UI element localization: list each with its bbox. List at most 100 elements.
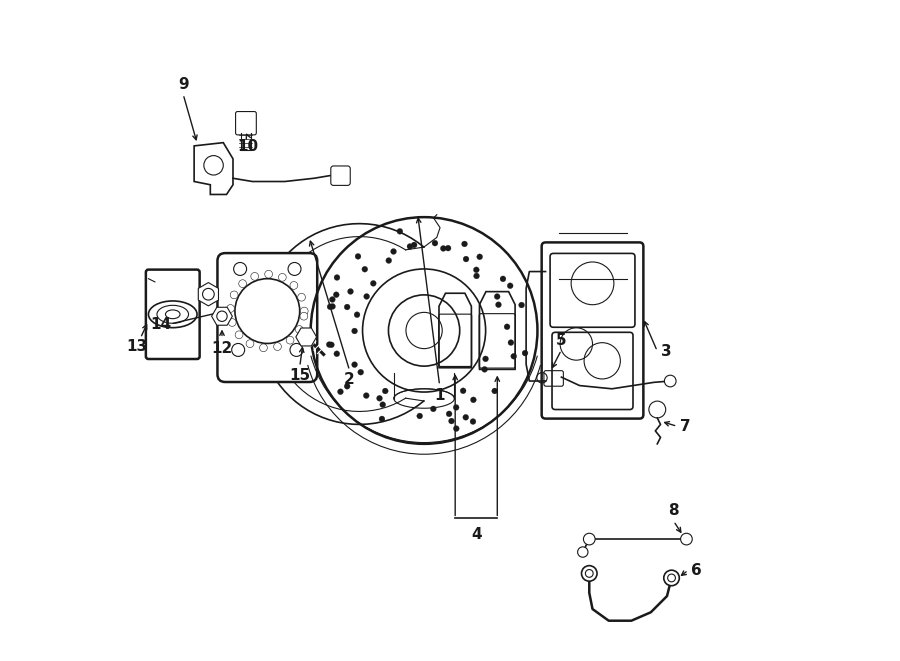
Circle shape bbox=[407, 243, 413, 249]
Circle shape bbox=[463, 414, 469, 420]
Circle shape bbox=[448, 418, 454, 424]
Text: 15: 15 bbox=[289, 368, 310, 383]
Circle shape bbox=[229, 319, 236, 327]
Circle shape bbox=[462, 241, 467, 247]
Circle shape bbox=[371, 280, 376, 286]
Circle shape bbox=[356, 253, 361, 259]
Circle shape bbox=[382, 388, 388, 394]
Circle shape bbox=[329, 303, 336, 309]
Circle shape bbox=[470, 418, 476, 424]
Circle shape bbox=[491, 388, 498, 394]
Circle shape bbox=[664, 570, 680, 586]
Text: 1: 1 bbox=[435, 388, 445, 403]
Polygon shape bbox=[212, 307, 232, 325]
Circle shape bbox=[364, 393, 369, 399]
Circle shape bbox=[518, 302, 525, 308]
Circle shape bbox=[329, 297, 336, 302]
Text: 2: 2 bbox=[344, 372, 355, 387]
Circle shape bbox=[471, 397, 476, 403]
Circle shape bbox=[265, 270, 273, 278]
Circle shape bbox=[446, 245, 451, 251]
Circle shape bbox=[352, 362, 357, 368]
Text: 4: 4 bbox=[471, 527, 482, 542]
Text: 14: 14 bbox=[150, 317, 172, 332]
Circle shape bbox=[235, 331, 243, 338]
Circle shape bbox=[581, 566, 597, 581]
Text: 11: 11 bbox=[153, 300, 175, 315]
Text: 10: 10 bbox=[238, 139, 258, 154]
Circle shape bbox=[380, 402, 385, 408]
Circle shape bbox=[440, 245, 446, 251]
Circle shape bbox=[432, 240, 438, 246]
Circle shape bbox=[238, 280, 247, 288]
Circle shape bbox=[508, 340, 514, 346]
Circle shape bbox=[454, 426, 459, 432]
Text: 12: 12 bbox=[212, 341, 232, 356]
Circle shape bbox=[352, 328, 357, 334]
Circle shape bbox=[327, 342, 332, 348]
FancyBboxPatch shape bbox=[218, 253, 317, 382]
Circle shape bbox=[446, 411, 452, 417]
Circle shape bbox=[344, 304, 350, 310]
Polygon shape bbox=[296, 328, 317, 346]
Circle shape bbox=[508, 283, 513, 289]
Circle shape bbox=[246, 340, 254, 348]
Circle shape bbox=[482, 356, 489, 362]
Text: 7: 7 bbox=[680, 419, 691, 434]
Polygon shape bbox=[198, 282, 219, 306]
Circle shape bbox=[379, 416, 385, 422]
Circle shape bbox=[391, 249, 396, 254]
Circle shape bbox=[411, 242, 417, 248]
Circle shape bbox=[328, 342, 334, 348]
Circle shape bbox=[583, 533, 595, 545]
Circle shape bbox=[259, 344, 267, 352]
Circle shape bbox=[473, 273, 480, 279]
Circle shape bbox=[333, 292, 339, 297]
Circle shape bbox=[680, 533, 692, 545]
Circle shape bbox=[664, 375, 676, 387]
Circle shape bbox=[397, 229, 403, 234]
Circle shape bbox=[338, 389, 344, 395]
Circle shape bbox=[230, 291, 238, 299]
Circle shape bbox=[298, 293, 305, 301]
Circle shape bbox=[251, 272, 258, 280]
Circle shape bbox=[278, 274, 286, 281]
Circle shape bbox=[227, 305, 234, 313]
Circle shape bbox=[347, 289, 354, 294]
Circle shape bbox=[354, 312, 360, 317]
Circle shape bbox=[454, 405, 459, 410]
Circle shape bbox=[376, 395, 382, 401]
FancyBboxPatch shape bbox=[542, 243, 644, 418]
Circle shape bbox=[504, 324, 510, 330]
Circle shape bbox=[334, 351, 339, 357]
Circle shape bbox=[477, 254, 482, 260]
Circle shape bbox=[496, 302, 501, 307]
Circle shape bbox=[522, 350, 528, 356]
Circle shape bbox=[295, 326, 303, 333]
Text: 8: 8 bbox=[668, 503, 679, 518]
Circle shape bbox=[334, 274, 340, 280]
Circle shape bbox=[511, 354, 517, 359]
Text: 13: 13 bbox=[126, 339, 147, 354]
Circle shape bbox=[328, 304, 333, 309]
Circle shape bbox=[500, 276, 506, 282]
FancyBboxPatch shape bbox=[146, 270, 200, 359]
Circle shape bbox=[344, 383, 350, 389]
Text: 3: 3 bbox=[661, 344, 671, 359]
Circle shape bbox=[358, 369, 364, 375]
Text: 5: 5 bbox=[556, 332, 567, 348]
Circle shape bbox=[300, 312, 308, 320]
Circle shape bbox=[578, 547, 588, 557]
FancyBboxPatch shape bbox=[331, 166, 350, 185]
Circle shape bbox=[386, 258, 391, 264]
Text: 6: 6 bbox=[691, 563, 701, 578]
Circle shape bbox=[473, 267, 479, 273]
Circle shape bbox=[464, 256, 469, 262]
Text: 9: 9 bbox=[178, 77, 188, 93]
Circle shape bbox=[286, 336, 294, 344]
Circle shape bbox=[364, 293, 370, 299]
Circle shape bbox=[290, 282, 298, 290]
Circle shape bbox=[482, 366, 488, 372]
Circle shape bbox=[301, 307, 308, 315]
Circle shape bbox=[494, 293, 500, 299]
